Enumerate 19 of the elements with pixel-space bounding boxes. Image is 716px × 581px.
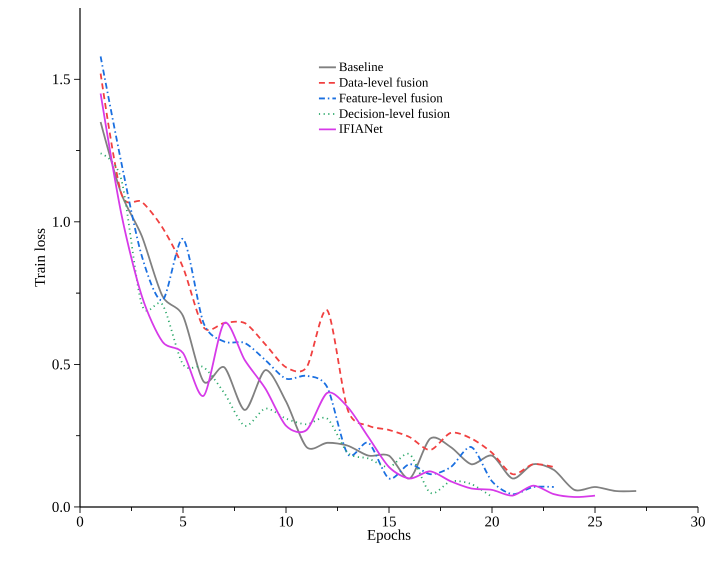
y-tick-label: 0.5: [52, 359, 70, 370]
line-series: [100, 152, 493, 498]
x-tick-label: 20: [485, 516, 499, 527]
legend-label: Decision-level fusion: [339, 108, 450, 118]
x-tick-label: 15: [382, 516, 396, 526]
x-tick-label: 0: [76, 516, 84, 527]
y-tick-label: 1.0: [53, 216, 70, 227]
x-axis-title: Epochs: [367, 529, 410, 543]
legend-label: Feature-level fusion: [339, 93, 443, 102]
x-tick-label: 10: [280, 516, 293, 527]
y-tick-label: 1.5: [53, 74, 70, 84]
x-tick-label: 5: [180, 516, 186, 526]
legend-label: IFIANet: [339, 124, 383, 133]
y-tick-label: 0.0: [52, 502, 70, 512]
legend-label: Data-level fusion: [339, 78, 428, 87]
y-axis-title: Train loss: [34, 228, 45, 287]
legend-label: Baseline: [339, 62, 383, 72]
x-tick-label: 30: [691, 516, 705, 527]
x-tick-label: 25: [588, 516, 602, 527]
